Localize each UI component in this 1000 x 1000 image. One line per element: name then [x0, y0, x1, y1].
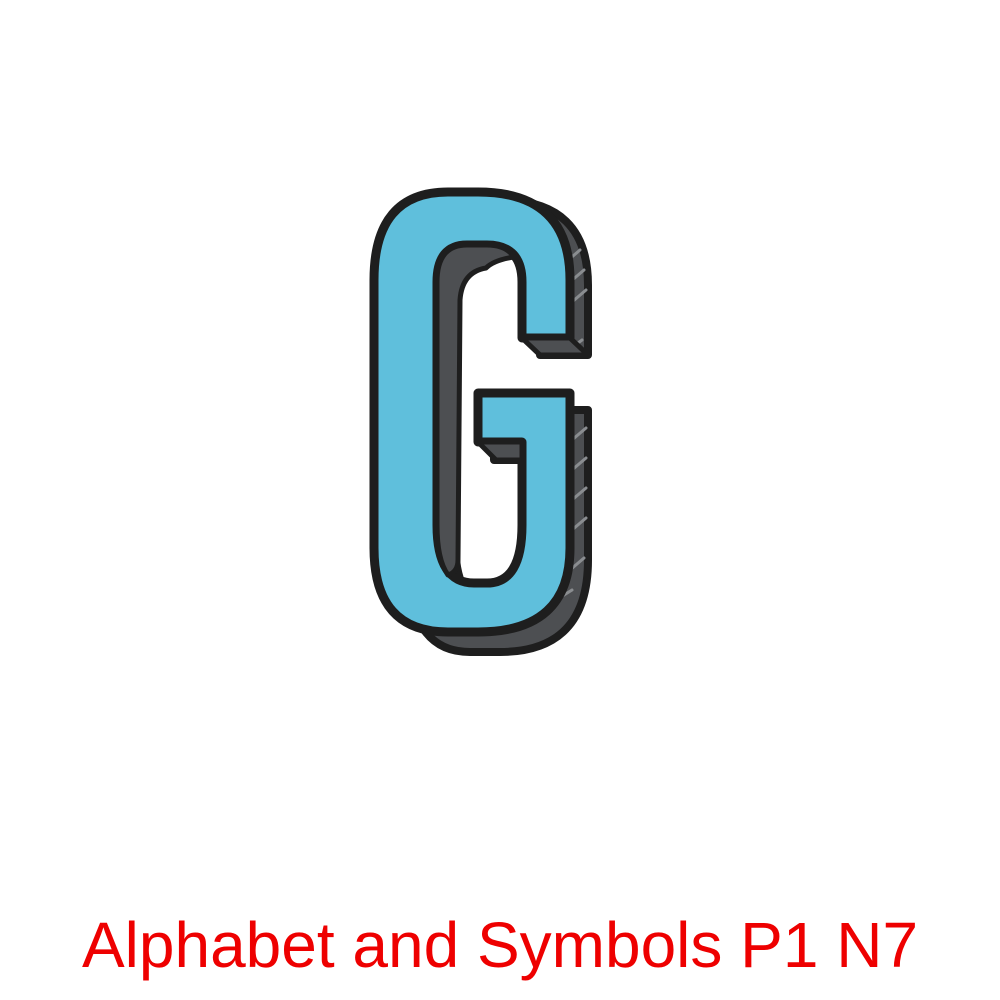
- letter-g-face: [369, 187, 591, 637]
- caption-text: Alphabet and Symbols P1 N7: [81, 909, 919, 981]
